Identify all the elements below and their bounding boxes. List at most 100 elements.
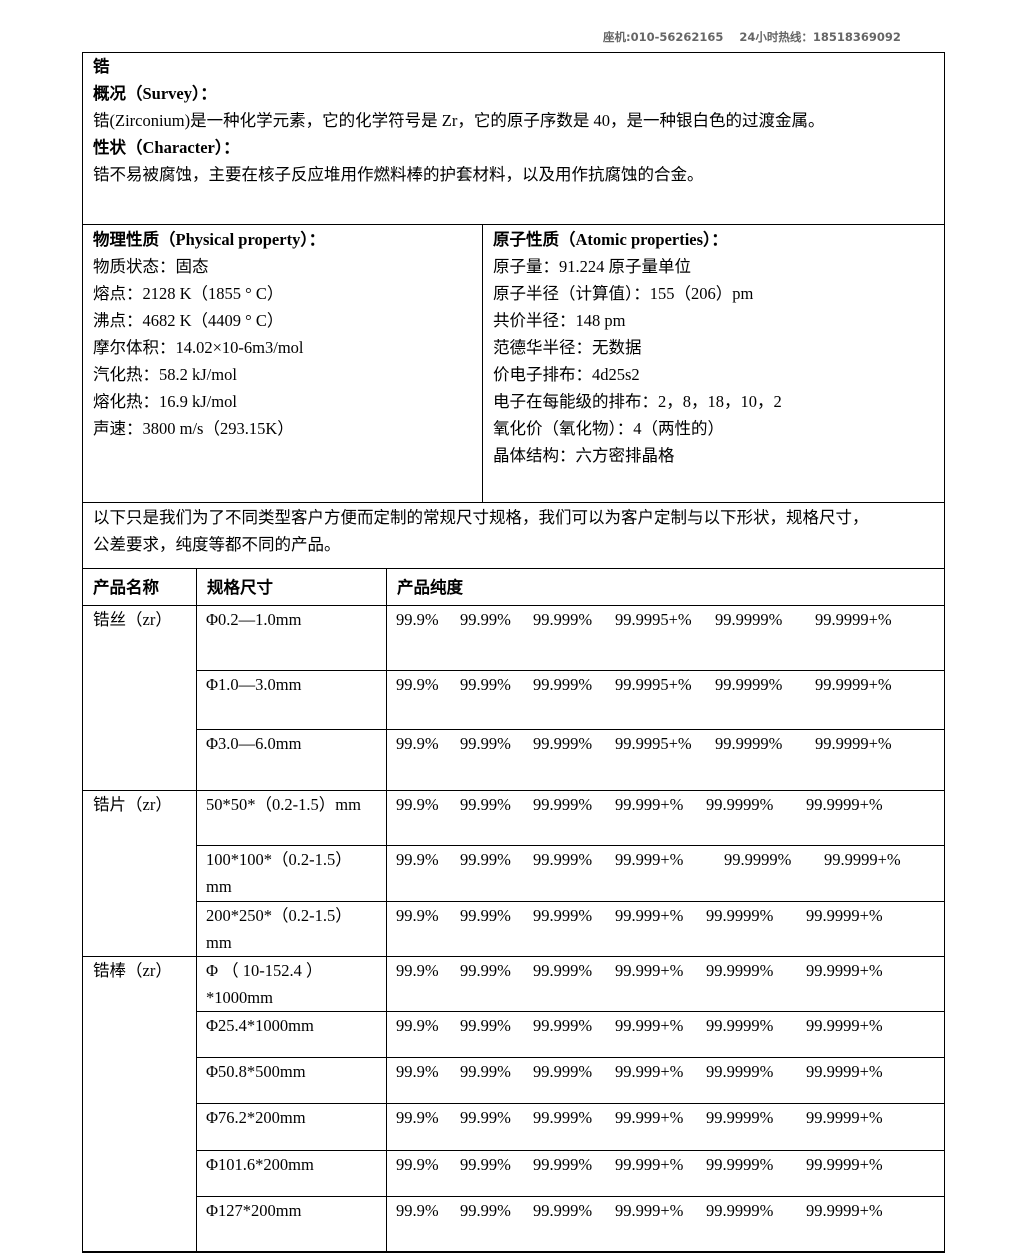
purity-value: 99.9% (396, 734, 439, 753)
divider (82, 605, 945, 606)
column-header-size: 规格尺寸 (207, 578, 273, 597)
purity-value: 99.9999% (706, 795, 774, 814)
purity-value: 99.9999+% (806, 1016, 883, 1035)
purity-value: 99.999% (533, 1108, 593, 1127)
size-spec: Φ25.4*1000mm (206, 1016, 314, 1035)
survey-heading: 概况（Survey）： (93, 84, 217, 103)
size-spec: Φ1.0—3.0mm (206, 675, 302, 694)
size-spec: 200*250*（0.2-1.5） (206, 906, 352, 925)
physical-heading: 物理性质（Physical property）： (93, 230, 326, 249)
purity-value: 99.999% (533, 795, 593, 814)
purity-value: 99.999% (533, 1155, 593, 1174)
purity-value: 99.99% (460, 1155, 511, 1174)
divider (82, 568, 945, 569)
character-heading: 性状（Character）： (93, 138, 240, 157)
row-divider (196, 1196, 945, 1197)
atomic-property-item: 氧化价（氧化物）：4（两性的） (493, 419, 724, 438)
purity-value: 99.9999% (715, 675, 783, 694)
size-spec: Φ50.8*500mm (206, 1062, 306, 1081)
column-header-purity: 产品纯度 (397, 578, 463, 597)
purity-value: 99.99% (460, 1108, 511, 1127)
purity-value: 99.9999% (706, 1155, 774, 1174)
row-divider (196, 1011, 945, 1012)
atomic-property-item: 电子在每能级的排布：2，8，18，10，2 (493, 392, 782, 411)
purity-value: 99.9999+% (824, 850, 901, 869)
divider (82, 224, 945, 225)
purity-value: 99.999% (533, 1201, 593, 1220)
physical-property-item: 熔化热：16.9 kJ/mol (93, 392, 237, 411)
survey-text: 锆(Zirconium)是一种化学元素，它的化学符号是 Zr，它的原子序数是 4… (93, 111, 825, 130)
size-spec: mm (206, 877, 232, 896)
atomic-property-item: 晶体结构：六方密排晶格 (493, 446, 675, 465)
purity-value: 99.9% (396, 1155, 439, 1174)
physical-property-item: 声速：3800 m/s（293.15K） (93, 419, 294, 438)
purity-value: 99.99% (460, 961, 511, 980)
purity-value: 99.9999+% (806, 1201, 883, 1220)
purity-value: 99.9995+% (615, 610, 692, 629)
size-spec: 100*100*（0.2-1.5） (206, 850, 352, 869)
purity-value: 99.9% (396, 1108, 439, 1127)
purity-value: 99.99% (460, 1016, 511, 1035)
purity-value: 99.9999% (724, 850, 792, 869)
physical-property-item: 摩尔体积：14.02×10-6m3/mol (93, 338, 304, 357)
purity-value: 99.9% (396, 961, 439, 980)
row-divider (196, 1150, 945, 1151)
purity-value: 99.9999+% (815, 734, 892, 753)
purity-value: 99.9999+% (806, 961, 883, 980)
purity-value: 99.999+% (615, 1201, 684, 1220)
size-spec: 50*50*（0.2-1.5）mm (206, 795, 361, 814)
purity-value: 99.9% (396, 675, 439, 694)
purity-value: 99.999+% (615, 1062, 684, 1081)
purity-value: 99.9995+% (615, 734, 692, 753)
notice-line: 公差要求，纯度等都不同的产品。 (93, 535, 341, 554)
atomic-property-item: 原子量：91.224 原子量单位 (493, 257, 691, 276)
notice-line: 以下只是我们为了不同类型客户方便而定制的常规尺寸规格，我们可以为客户定制与以下形… (93, 508, 869, 527)
purity-value: 99.9999% (715, 734, 783, 753)
purity-value: 99.99% (460, 906, 511, 925)
purity-value: 99.999% (533, 961, 593, 980)
purity-value: 99.999% (533, 906, 593, 925)
purity-value: 99.999+% (615, 1155, 684, 1174)
purity-value: 99.9999% (706, 1016, 774, 1035)
purity-value: 99.9% (396, 850, 439, 869)
character-text: 锆不易被腐蚀，主要在核子反应堆用作燃料棒的护套材料，以及用作抗腐蚀的合金。 (93, 165, 704, 184)
physical-property-item: 汽化热：58.2 kJ/mol (93, 365, 237, 384)
atomic-heading: 原子性质（Atomic properties）： (493, 230, 728, 249)
size-spec: Φ3.0—6.0mm (206, 734, 302, 753)
size-spec: *1000mm (206, 988, 273, 1007)
purity-value: 99.99% (460, 1201, 511, 1220)
product-name: 锆片（zr） (93, 795, 172, 814)
purity-value: 99.9999% (706, 961, 774, 980)
purity-value: 99.999% (533, 1062, 593, 1081)
purity-value: 99.9% (396, 1062, 439, 1081)
purity-value: 99.999+% (615, 1108, 684, 1127)
purity-value: 99.9999+% (806, 1155, 883, 1174)
purity-value: 99.999% (533, 675, 593, 694)
atomic-property-item: 共价半径：148 pm (493, 311, 626, 330)
purity-value: 99.999+% (615, 850, 684, 869)
purity-value: 99.999% (533, 734, 593, 753)
purity-value: 99.99% (460, 1062, 511, 1081)
purity-value: 99.9999+% (815, 675, 892, 694)
purity-value: 99.9999+% (815, 610, 892, 629)
purity-value: 99.99% (460, 850, 511, 869)
atomic-property-item: 原子半径（计算值）：155（206）pm (493, 284, 754, 303)
row-divider (196, 670, 945, 671)
purity-value: 99.9% (396, 610, 439, 629)
column-header-name: 产品名称 (93, 578, 159, 597)
purity-value: 99.9% (396, 1201, 439, 1220)
purity-value: 99.999% (533, 610, 593, 629)
atomic-property-item: 价电子排布：4d25s2 (493, 365, 640, 384)
atomic-property-item: 范德华半径：无数据 (493, 338, 642, 357)
purity-value: 99.99% (460, 734, 511, 753)
purity-value: 99.9999% (706, 1062, 774, 1081)
purity-value: 99.9999+% (806, 906, 883, 925)
purity-value: 99.9% (396, 1016, 439, 1035)
purity-value: 99.9999+% (806, 795, 883, 814)
physical-property-item: 熔点：2128 K（1855 ° C） (93, 284, 284, 303)
purity-value: 99.999+% (615, 906, 684, 925)
size-spec: mm (206, 933, 232, 952)
row-divider (82, 956, 945, 957)
purity-value: 99.9999% (706, 1201, 774, 1220)
product-name: 锆棒（zr） (93, 961, 172, 980)
